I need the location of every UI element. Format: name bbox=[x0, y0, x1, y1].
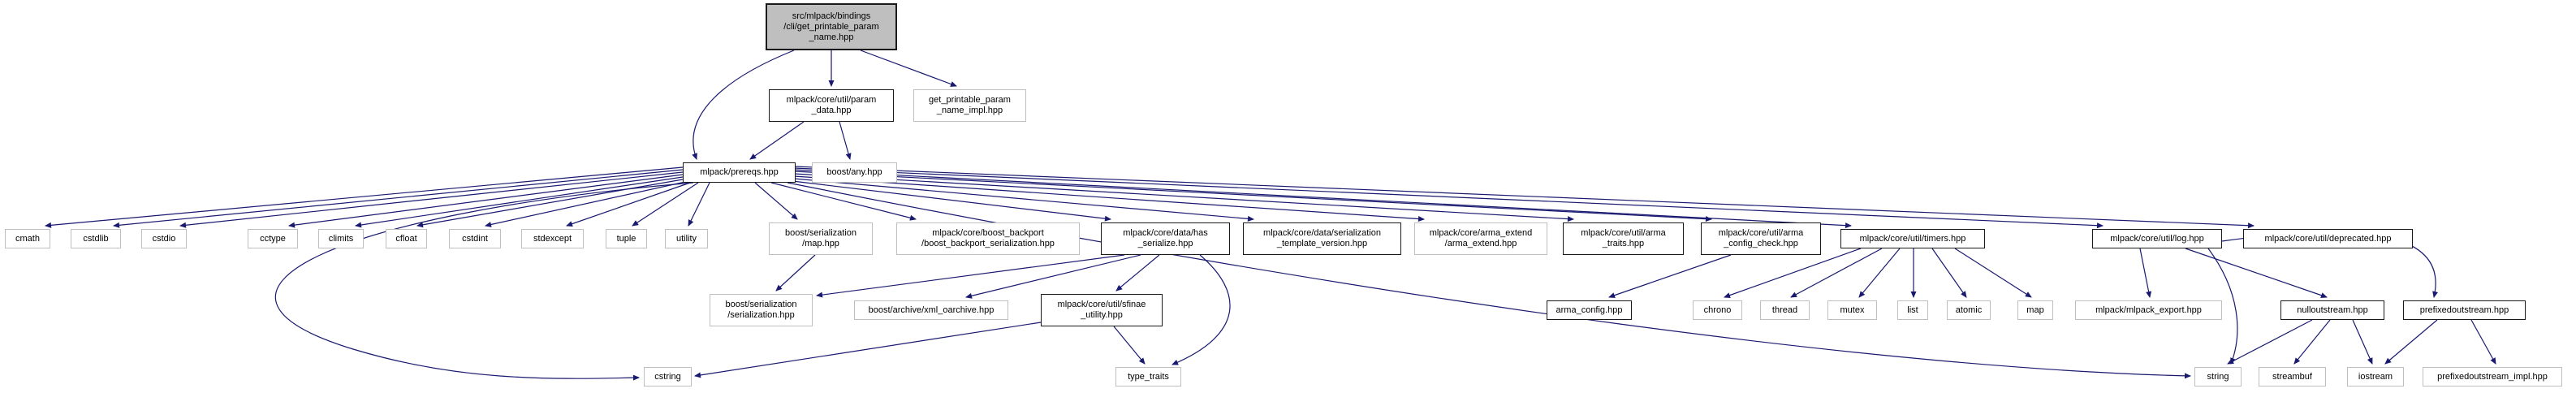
node-string: string bbox=[2194, 367, 2242, 387]
node-cstdio: cstdio bbox=[141, 229, 187, 248]
node-cmath: cmath bbox=[5, 229, 50, 248]
edge-timers-map bbox=[1954, 248, 2032, 298]
node-streambuf: streambuf bbox=[2259, 367, 2326, 387]
node-utility: utility bbox=[665, 229, 708, 248]
node-prefix_impl: prefixedoutstream_impl.hpp bbox=[2423, 367, 2562, 387]
edge-prereqs-cstring bbox=[274, 182, 694, 381]
node-list: list bbox=[1897, 300, 1928, 320]
edge-prereqs-has_serialize bbox=[792, 180, 1111, 222]
node-serialization: boost/serialization /serialization.hpp bbox=[710, 294, 813, 326]
node-ser_map: boost/serialization /map.hpp bbox=[769, 222, 873, 255]
node-root: src/mlpack/bindings /cli/get_printable_p… bbox=[766, 3, 897, 50]
node-stdexcept: stdexcept bbox=[521, 229, 584, 248]
edge-prereqs-cstdio bbox=[179, 171, 684, 228]
node-any: boost/any.hpp bbox=[812, 162, 897, 183]
edge-param_data-prereqs bbox=[749, 121, 805, 160]
edge-has_serialize-xml_oarchive bbox=[965, 254, 1141, 299]
edge-prefixout-iostream bbox=[2384, 319, 2438, 365]
edge-nullout-iostream bbox=[2352, 319, 2373, 365]
node-export: mlpack/mlpack_export.hpp bbox=[2075, 300, 2222, 320]
node-arma_config_check[interactable]: mlpack/core/util/arma _config_check.hpp bbox=[1701, 222, 1821, 255]
edge-timers-mutex bbox=[1858, 248, 1901, 298]
node-has_serialize[interactable]: mlpack/core/data/has _serialize.hpp bbox=[1101, 222, 1230, 255]
edge-prereqs-stdexcept bbox=[566, 182, 691, 227]
node-xml_oarchive: boost/archive/xml_oarchive.hpp bbox=[854, 300, 1008, 320]
node-sfinae[interactable]: mlpack/core/util/sfinae _utility.hpp bbox=[1041, 294, 1163, 326]
edge-prereqs-cctype bbox=[288, 174, 684, 228]
edge-timers-chrono bbox=[1724, 248, 1862, 298]
edge-prereqs-arma_extend bbox=[793, 175, 1425, 222]
node-type_traits: type_traits bbox=[1115, 367, 1181, 387]
node-log[interactable]: mlpack/core/util/log.hpp bbox=[2092, 229, 2222, 248]
edge-param_data-any bbox=[839, 121, 852, 160]
edge-root-impl bbox=[860, 50, 957, 87]
edge-prereqs-stv bbox=[793, 178, 1254, 222]
node-cstring: cstring bbox=[644, 367, 692, 387]
edge-nullout-string bbox=[2227, 319, 2313, 365]
node-timers[interactable]: mlpack/core/util/timers.hpp bbox=[1840, 229, 1985, 248]
edge-prereqs-backport bbox=[770, 182, 917, 221]
node-atomic: atomic bbox=[1947, 300, 1991, 320]
edge-timers-atomic bbox=[1931, 248, 1967, 298]
node-mutex: mutex bbox=[1827, 300, 1877, 320]
node-nullout[interactable]: nulloutstream.hpp bbox=[2280, 300, 2384, 320]
node-impl: get_printable_param _name_impl.hpp bbox=[913, 89, 1026, 122]
edge-log-export bbox=[2139, 248, 2152, 298]
edge-prereqs-ser_map bbox=[754, 182, 798, 220]
node-param_data[interactable]: mlpack/core/util/param _data.hpp bbox=[769, 89, 894, 122]
edge-prereqs-tuple bbox=[632, 182, 699, 227]
edge-prereqs-arma_traits bbox=[793, 173, 1574, 222]
node-prefixout[interactable]: prefixedoutstream.hpp bbox=[2403, 300, 2526, 320]
edge-prereqs-cfloat bbox=[416, 179, 684, 228]
node-map: map bbox=[2017, 300, 2053, 320]
edge-prefixout-prefix_impl bbox=[2470, 319, 2496, 365]
edge-prereqs-cstdlib bbox=[113, 169, 684, 228]
edge-has_serialize-sfinae bbox=[1115, 254, 1160, 292]
edge-prereqs-log bbox=[793, 167, 2104, 229]
node-iostream: iostream bbox=[2347, 367, 2404, 387]
edge-log-nullout bbox=[2185, 248, 2328, 299]
node-cstdint: cstdint bbox=[449, 229, 501, 248]
node-backport: mlpack/core/boost_backport /boost_backpo… bbox=[896, 222, 1080, 255]
edge-nullout-streambuf bbox=[2293, 319, 2331, 365]
node-chrono: chrono bbox=[1693, 300, 1742, 320]
node-tuple: tuple bbox=[606, 229, 647, 248]
edge-sfinae-cstring bbox=[694, 322, 1042, 378]
node-cfloat: cfloat bbox=[386, 229, 427, 248]
edge-prereqs-arma_config_check bbox=[793, 171, 1712, 222]
node-deprecated[interactable]: mlpack/core/util/deprecated.hpp bbox=[2243, 229, 2413, 248]
edge-prereqs-cmath bbox=[45, 166, 684, 228]
edge-has_serialize-serialization bbox=[816, 254, 1125, 298]
edge-prereqs-utility bbox=[688, 182, 710, 227]
edge-prereqs-cstdint bbox=[485, 181, 686, 227]
node-cstdlib: cstdlib bbox=[71, 229, 121, 248]
edge-has_serialize-type_traits bbox=[1171, 254, 1231, 365]
edge-prereqs-timers bbox=[793, 169, 1852, 229]
node-climits: climits bbox=[318, 229, 364, 248]
node-arma_extend: mlpack/core/arma_extend /arma_extend.hpp bbox=[1414, 222, 1547, 255]
node-stv[interactable]: mlpack/core/data/serialization _template… bbox=[1243, 222, 1401, 255]
edge-prereqs-string bbox=[787, 182, 2191, 379]
edge-arma_config_check-arma_config bbox=[1608, 254, 1732, 299]
edge-prereqs-deprecated bbox=[793, 166, 2255, 229]
node-cctype: cctype bbox=[248, 229, 298, 248]
edge-timers-thread bbox=[1790, 248, 1883, 298]
node-prereqs[interactable]: mlpack/prereqs.hpp bbox=[683, 162, 796, 183]
edge-log-string bbox=[2207, 248, 2238, 365]
edge-sfinae-type_traits bbox=[1113, 326, 1146, 365]
node-arma_config[interactable]: arma_config.hpp bbox=[1547, 300, 1632, 320]
edge-root-prereqs bbox=[692, 50, 795, 160]
node-arma_traits[interactable]: mlpack/core/util/arma _traits.hpp bbox=[1563, 222, 1684, 255]
node-thread: thread bbox=[1760, 300, 1810, 320]
edge-prereqs-climits bbox=[355, 176, 684, 228]
edge-ser_map-serialization bbox=[775, 254, 816, 292]
